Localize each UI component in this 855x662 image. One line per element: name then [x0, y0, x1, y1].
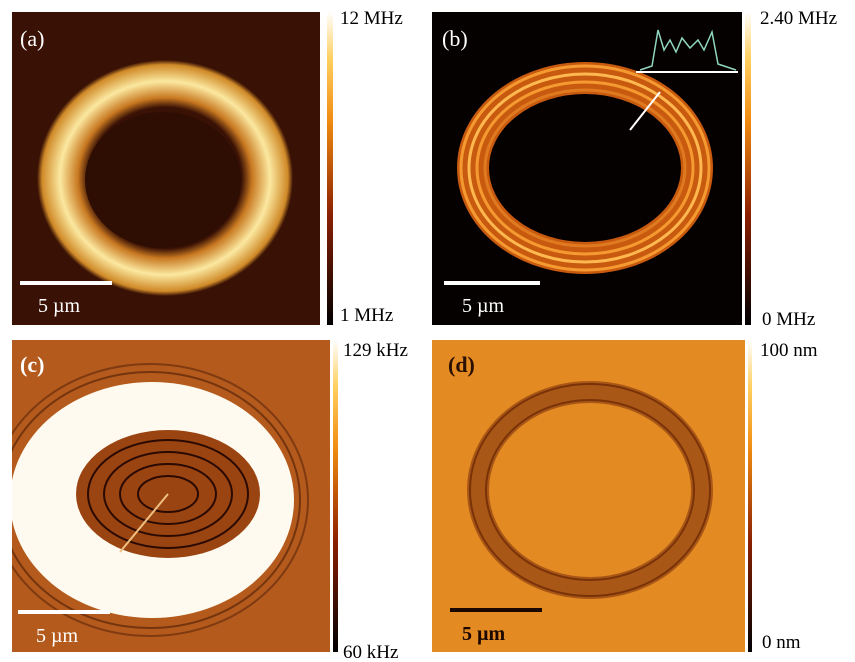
image-a	[12, 12, 320, 325]
panel-label: (b)	[442, 26, 468, 51]
colorbar-max: 129 kHz	[343, 340, 408, 361]
colorbar	[327, 12, 333, 325]
colorbar-max: 12 MHz	[340, 8, 403, 29]
image-d	[432, 340, 745, 652]
colorbar-min: 1 MHz	[340, 305, 393, 326]
image-c	[12, 340, 330, 652]
colorbar-max: 100 nm	[760, 340, 818, 361]
colorbar	[748, 340, 752, 652]
colorbar-max: 2.40 MHz	[760, 8, 837, 29]
scale-bar-label: 5 µm	[36, 625, 79, 647]
scale-bar-label: 5 µm	[38, 295, 81, 317]
scale-bar-label: 5 µm	[462, 623, 506, 645]
image-b	[432, 12, 742, 325]
colorbar-min: 0 MHz	[762, 309, 815, 330]
panel-label: (c)	[20, 352, 44, 377]
colorbar	[745, 12, 751, 325]
colorbar-min: 60 kHz	[343, 642, 398, 662]
colorbar	[333, 340, 338, 652]
scale-bar-label: 5 µm	[462, 295, 505, 317]
colorbar-min: 0 nm	[762, 632, 801, 653]
panel-label: (d)	[448, 352, 475, 377]
panel-label: (a)	[20, 26, 44, 51]
